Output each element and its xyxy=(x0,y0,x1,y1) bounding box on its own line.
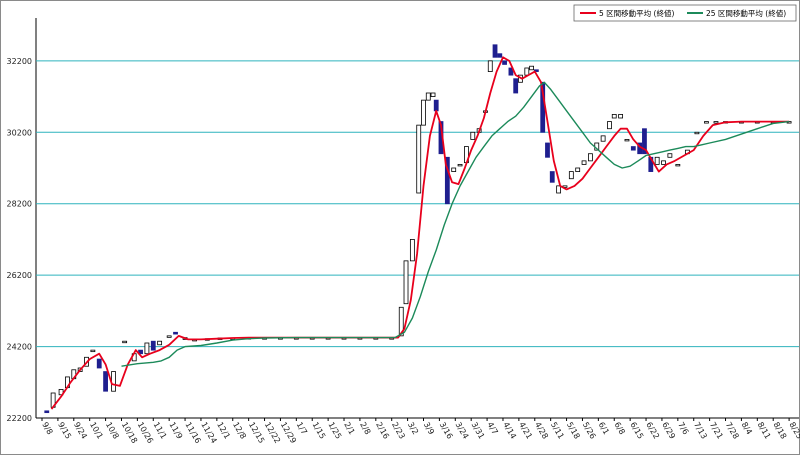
candle xyxy=(90,349,96,353)
candle xyxy=(421,99,426,126)
candle xyxy=(497,53,503,58)
candle xyxy=(150,340,156,351)
y-tick-label: 30200 xyxy=(7,128,32,137)
candle xyxy=(667,153,673,158)
candle xyxy=(661,160,666,165)
candle xyxy=(624,139,630,142)
candle xyxy=(630,146,636,151)
candle xyxy=(618,114,624,119)
y-tick-label: 26200 xyxy=(7,271,32,280)
candle xyxy=(529,65,534,71)
candle xyxy=(96,358,102,369)
y-tick-label: 28200 xyxy=(7,200,32,209)
legend: 5 区間移動平均 (終値) 25 区間移動平均 (終値) xyxy=(573,4,797,22)
candle xyxy=(487,60,493,72)
candle xyxy=(425,92,431,101)
candle xyxy=(556,185,562,194)
candle xyxy=(457,164,463,167)
candle xyxy=(675,164,681,167)
series-line-ma25 xyxy=(121,81,790,367)
legend-label-ma5: 5 区間移動平均 (終値) xyxy=(599,8,674,18)
candle xyxy=(694,131,700,135)
series-line-ma5 xyxy=(50,56,790,410)
candle xyxy=(524,67,530,76)
candle xyxy=(173,331,178,335)
candle xyxy=(600,135,606,142)
candle xyxy=(508,67,514,76)
candle xyxy=(409,239,415,262)
candle xyxy=(444,156,450,205)
candle xyxy=(430,92,436,97)
candle xyxy=(470,131,476,140)
candle xyxy=(111,371,116,392)
candle xyxy=(502,60,507,65)
candle xyxy=(122,340,128,344)
candle xyxy=(588,153,593,162)
candle xyxy=(166,335,172,338)
candle xyxy=(416,124,422,194)
candle xyxy=(533,69,539,72)
legend-label-ma25: 25 区間移動平均 (終値) xyxy=(706,8,786,18)
y-tick-labels: 22200 24200 26200 28200 30200 32200 xyxy=(7,57,32,423)
candle xyxy=(568,171,574,180)
candle xyxy=(403,260,409,305)
candle xyxy=(44,410,50,414)
candle xyxy=(451,167,457,172)
candle xyxy=(611,114,617,119)
y-tick-label: 22200 xyxy=(7,414,32,423)
candle-layer xyxy=(44,44,792,414)
candle xyxy=(157,340,163,346)
candle xyxy=(549,171,555,183)
candle xyxy=(642,128,647,155)
y-tick-label: 24200 xyxy=(7,343,32,352)
series-layer xyxy=(50,56,790,410)
candle xyxy=(704,121,709,124)
candle xyxy=(581,160,587,165)
candle xyxy=(513,78,519,94)
candle xyxy=(607,121,612,130)
candle xyxy=(713,121,719,124)
candle xyxy=(103,371,108,392)
candle xyxy=(545,142,550,158)
candle xyxy=(144,342,150,355)
legend-box xyxy=(573,4,797,22)
candle xyxy=(492,44,498,58)
candle xyxy=(575,167,581,172)
candle xyxy=(433,99,439,112)
candle xyxy=(654,156,660,165)
y-tick-label: 32200 xyxy=(7,57,32,66)
candle xyxy=(398,306,404,337)
